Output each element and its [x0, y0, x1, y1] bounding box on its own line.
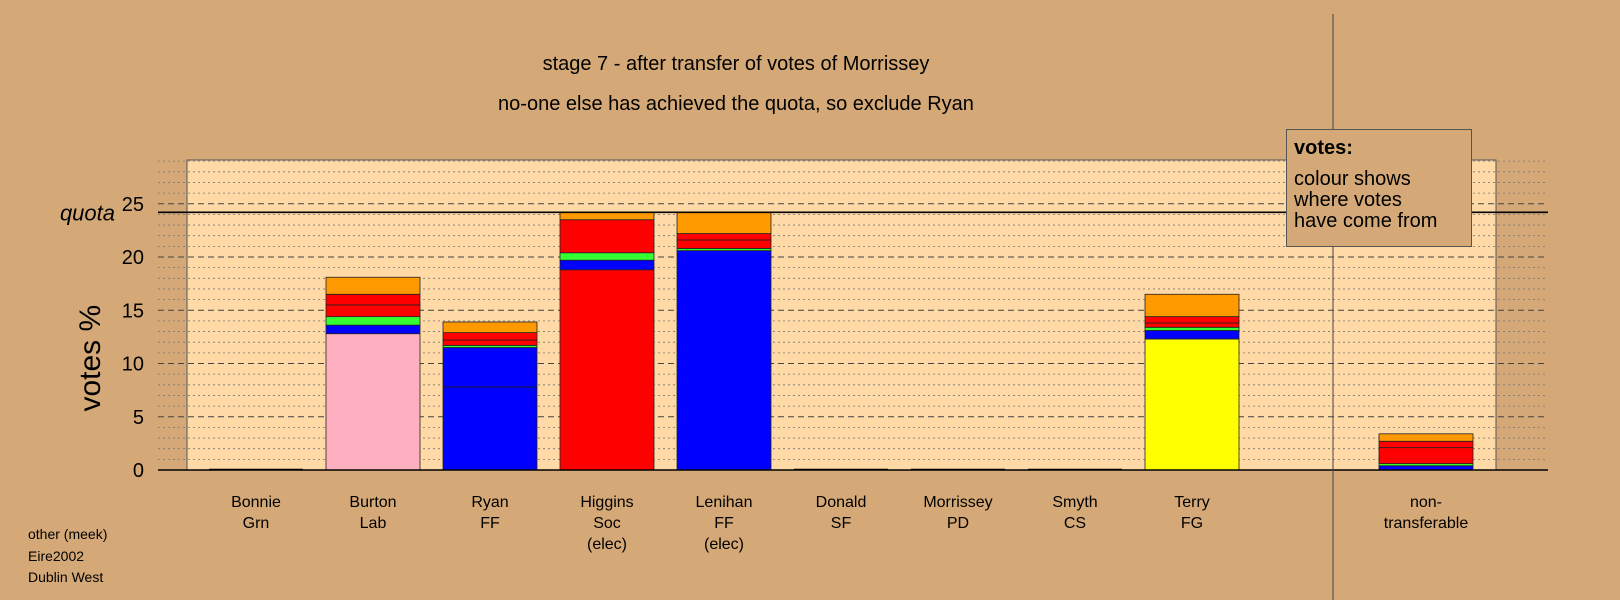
x-tick-label: Lenihan [696, 494, 753, 511]
bar-segment [442, 332, 538, 341]
bar-segment [442, 347, 538, 388]
chart-title: stage 7 - after transfer of votes of Mor… [542, 53, 930, 75]
bar-segment [559, 259, 655, 271]
bar-segment [325, 333, 421, 471]
quota-label: quota [60, 200, 115, 225]
bar-segment [442, 339, 538, 346]
x-tick-label: (elec) [587, 536, 627, 553]
x-tick-label: Morrissey [923, 494, 992, 511]
bar-segment [559, 269, 655, 471]
y-tick-label: 0 [133, 460, 144, 482]
bar-segment [676, 250, 772, 471]
bar-segment [442, 386, 538, 471]
x-tick-label: PD [947, 515, 969, 532]
x-tick-label: FF [714, 515, 734, 532]
bar-segment [1378, 440, 1474, 449]
legend: votes: colour shows where votes have com… [1286, 129, 1472, 247]
footer-line-1: other (meek) [28, 526, 108, 542]
legend-title: votes: [1294, 137, 1353, 159]
legend-text: colour shows where votes have come from [1294, 168, 1438, 232]
y-tick-label: 20 [122, 247, 144, 269]
bar-segment [559, 211, 655, 221]
bar-segment [1144, 322, 1240, 328]
x-tick-label: FG [1181, 515, 1203, 532]
x-tick-label: Lab [360, 515, 387, 532]
bar-segment [1144, 293, 1240, 318]
y-tick-label: 25 [122, 194, 144, 216]
bar-segment [325, 304, 421, 318]
bar-segment [559, 252, 655, 261]
bar-segment [325, 324, 421, 335]
bar-segment [676, 239, 772, 249]
x-tick-label: transferable [1384, 515, 1469, 532]
bar-segment [1378, 447, 1474, 465]
x-tick-label: CS [1064, 515, 1086, 532]
x-tick-label: Donald [816, 494, 867, 511]
bar-segment [1144, 316, 1240, 324]
footer: other (meek) Eire2002 Dublin West [28, 524, 107, 589]
x-tick-label: Soc [593, 515, 621, 532]
bar-segment [442, 321, 538, 334]
y-tick-label: 15 [122, 300, 144, 322]
bar-segment [1144, 326, 1240, 331]
x-tick-label: Bonnie [231, 494, 281, 511]
footer-line-2: Eire2002 [28, 547, 85, 564]
x-tick-label: non- [1410, 494, 1442, 511]
x-tick-label: (elec) [704, 536, 744, 553]
bar-segment [676, 233, 772, 241]
bar-segment [325, 276, 421, 295]
footer-line-3: Dublin West [28, 569, 104, 585]
bar-segment [676, 211, 772, 234]
bar-segment [1144, 330, 1240, 340]
bar-segment [559, 219, 655, 254]
y-tick-label: 5 [133, 407, 144, 429]
x-tick-label: Burton [349, 494, 396, 511]
chart-subtitle: no-one else has achieved the quota, so e… [498, 93, 974, 115]
bar-segment [325, 316, 421, 326]
x-tick-label: SF [831, 515, 852, 532]
x-tick-label: Grn [243, 515, 270, 532]
x-tick-label: Smyth [1052, 494, 1097, 511]
bar-segment [1378, 433, 1474, 442]
bar-segment [325, 293, 421, 306]
x-tick-label: Terry [1174, 494, 1210, 511]
x-tick-label: Ryan [471, 494, 508, 511]
y-axis-label: votes % [74, 305, 107, 412]
x-tick-label: FF [480, 515, 500, 532]
bar-segment [1144, 338, 1240, 471]
x-tick-label: Higgins [580, 494, 633, 511]
y-tick-label: 10 [122, 354, 144, 376]
